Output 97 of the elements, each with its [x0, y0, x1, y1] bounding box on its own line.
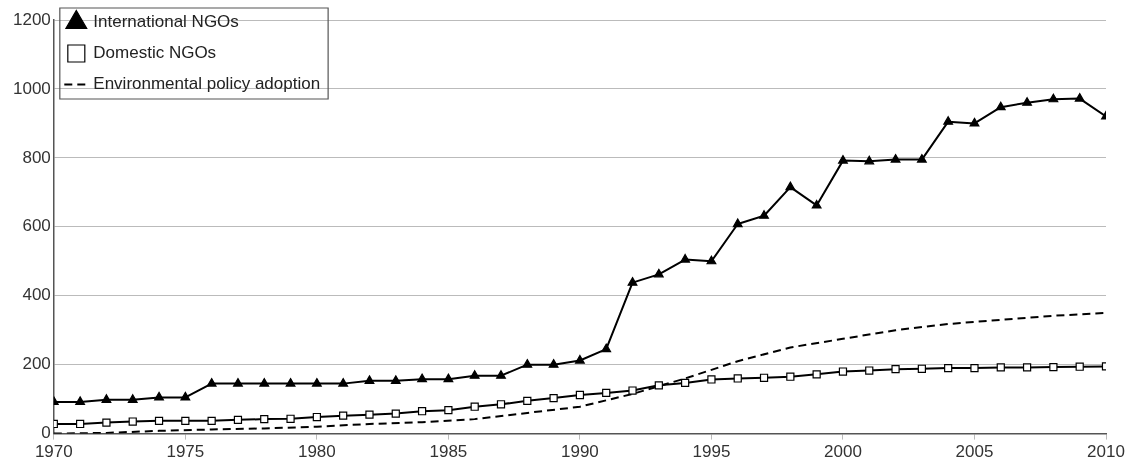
point [522, 359, 533, 368]
x-tick-label: 1980 [297, 442, 336, 462]
point [1022, 97, 1033, 106]
point [75, 419, 85, 429]
point [523, 396, 532, 405]
y-tick-label: 400 [22, 285, 51, 305]
point [365, 410, 374, 419]
point [128, 417, 137, 426]
point [838, 155, 848, 164]
point [496, 370, 506, 379]
legend-label: International NGOs [93, 12, 239, 32]
point [364, 375, 375, 384]
point [1049, 362, 1058, 372]
point [391, 409, 400, 418]
x-tick-label: 1985 [429, 442, 468, 462]
point [443, 373, 454, 383]
point [1075, 362, 1084, 371]
point [653, 268, 664, 278]
point [838, 367, 848, 376]
point [732, 218, 743, 228]
point [944, 363, 953, 373]
point [260, 414, 269, 424]
point [916, 153, 927, 163]
x-tick-label: 1975 [166, 442, 205, 462]
point [812, 370, 821, 379]
point [181, 416, 190, 425]
point [233, 415, 243, 424]
point [285, 378, 296, 387]
point [1048, 93, 1059, 103]
point [811, 199, 822, 209]
point [1022, 363, 1032, 372]
point [154, 391, 164, 401]
legend-label: Environmental policy adoption [93, 74, 321, 94]
y-tick-label: 800 [22, 147, 51, 167]
point [339, 411, 348, 420]
point [759, 210, 769, 219]
point [311, 378, 322, 387]
point [417, 373, 428, 383]
point [786, 372, 795, 381]
point [469, 370, 480, 379]
point [233, 378, 243, 387]
point [601, 343, 612, 353]
point [206, 378, 217, 387]
x-tick-label: 1990 [561, 442, 599, 462]
point [996, 363, 1005, 372]
point [180, 391, 191, 401]
point [969, 117, 980, 127]
point [444, 406, 453, 415]
legend-label: Domestic NGOs [93, 43, 217, 63]
point [680, 253, 691, 263]
point [548, 359, 559, 368]
point [759, 373, 769, 382]
point [312, 412, 321, 422]
point [654, 381, 663, 390]
point [575, 390, 585, 400]
point [733, 374, 742, 383]
point [680, 378, 690, 388]
point [102, 418, 111, 427]
x-tick-label: 2005 [955, 442, 994, 462]
y-tick-label: 200 [22, 354, 51, 374]
point [127, 394, 138, 403]
point [707, 375, 716, 384]
point [496, 400, 506, 409]
x-tick-label: 2010 [1087, 442, 1125, 462]
point [417, 407, 427, 416]
x-tick-label: 2000 [824, 442, 862, 462]
point [970, 363, 979, 373]
point [864, 155, 875, 165]
point [338, 378, 349, 387]
point [207, 416, 216, 425]
y-tick-label: 1000 [12, 78, 51, 98]
point [627, 277, 638, 286]
point [470, 402, 479, 411]
point [101, 394, 112, 403]
point [995, 101, 1006, 111]
point [890, 153, 901, 163]
point [785, 181, 796, 191]
point [917, 364, 926, 373]
y-tick-label: 0 [41, 423, 51, 443]
point [75, 396, 86, 405]
point [891, 365, 900, 374]
point [1074, 92, 1085, 102]
point [706, 255, 717, 265]
point [390, 375, 401, 384]
y-tick-label: 600 [22, 216, 51, 236]
point [574, 354, 585, 364]
point [628, 386, 637, 395]
y-tick-label: 1200 [12, 9, 51, 29]
point [865, 366, 874, 375]
x-tick-label: 1970 [34, 442, 73, 462]
point [259, 378, 270, 387]
point [549, 393, 558, 403]
point [286, 414, 295, 423]
x-tick-label: 1995 [692, 442, 731, 462]
point [602, 388, 611, 398]
point [943, 116, 954, 125]
point [154, 416, 164, 425]
